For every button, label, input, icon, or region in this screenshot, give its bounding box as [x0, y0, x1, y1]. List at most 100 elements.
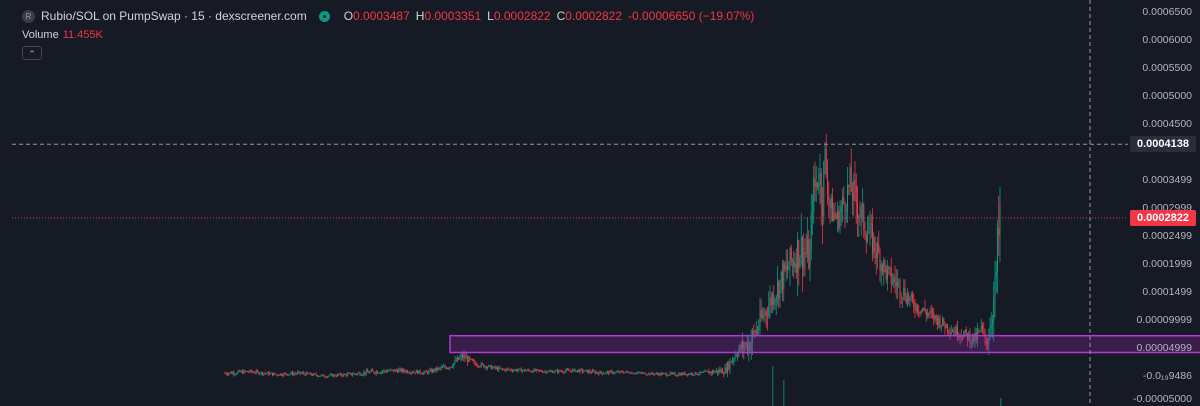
candle-body [604, 373, 606, 375]
candle-body [927, 313, 928, 316]
candle-body [617, 371, 618, 373]
candle-body [634, 373, 636, 375]
candle-body [964, 329, 966, 334]
candle-body [820, 173, 822, 203]
symbol-badge[interactable]: R [22, 9, 35, 23]
candle-body [345, 374, 347, 376]
candle-body [853, 179, 855, 201]
candle-body [784, 263, 786, 270]
candle-body [339, 373, 341, 375]
candle-body [673, 372, 675, 374]
candle-body [437, 368, 438, 371]
candle-body [763, 314, 765, 317]
candle-body [697, 374, 698, 376]
candle-body [819, 173, 821, 186]
candle-body [968, 333, 970, 341]
candle-body [740, 344, 742, 350]
candle-body [969, 333, 971, 344]
candle-body [863, 204, 865, 230]
candle-body [790, 247, 792, 262]
candle-body [928, 313, 930, 315]
candle-body [365, 370, 367, 374]
candle-body [824, 149, 826, 162]
candle-body [443, 366, 445, 368]
candle-body [498, 367, 500, 371]
candle-body [893, 277, 895, 283]
candle-body [835, 215, 837, 219]
candle-body [754, 331, 756, 335]
candle-body [652, 372, 653, 374]
candle-body [890, 267, 892, 284]
candle-body [543, 371, 545, 373]
candle-body [937, 318, 938, 325]
candle-body [639, 372, 641, 374]
candle-body [668, 374, 670, 376]
candle-body [378, 372, 380, 374]
candle-body [729, 361, 731, 370]
candle-body [287, 374, 288, 376]
candle-body [579, 369, 581, 373]
candle-body [922, 309, 923, 311]
candle-body [277, 374, 278, 376]
candle-body [918, 311, 920, 313]
candle-body [384, 370, 386, 372]
candle-body [553, 372, 555, 374]
candle-body [545, 371, 547, 373]
candle-body [245, 371, 247, 373]
candle-body [850, 167, 852, 192]
candle-body [597, 372, 598, 374]
candle-body [453, 362, 455, 367]
candle-body [735, 355, 737, 357]
candle-body [372, 370, 373, 372]
candle-body [515, 369, 517, 372]
candle-body [828, 194, 830, 201]
candle-body [530, 371, 532, 373]
candle-body [470, 359, 472, 361]
candle-body [612, 371, 613, 374]
candle-body [725, 367, 727, 373]
candle-body [812, 211, 813, 214]
candle-body [832, 197, 833, 221]
price-axis[interactable]: 0.0006500 0.0006000 0.0005500 0.0005000 0.00… [1118, 0, 1200, 406]
candle-body [532, 371, 533, 373]
candle-body [338, 374, 340, 376]
candle-body [238, 370, 240, 372]
candle-body [755, 329, 757, 335]
candle-body [655, 373, 657, 375]
collapse-legend-button[interactable]: ⌃ [22, 46, 42, 60]
candle-body [463, 355, 465, 358]
price-axis-tick: 0.0002499 [1142, 230, 1192, 242]
candle-body [965, 329, 967, 334]
candle-body [239, 370, 241, 373]
candle-body [718, 369, 720, 373]
candle-body [417, 370, 418, 374]
candle-body [495, 367, 497, 369]
candle-body [389, 369, 391, 371]
candle-body [808, 239, 810, 269]
candle-body [447, 367, 448, 369]
candle-body [254, 372, 256, 374]
candle-body [549, 371, 551, 373]
candle-body [874, 236, 876, 253]
support-zone-rectangle[interactable] [449, 334, 1200, 354]
candle-body [358, 372, 360, 374]
candle-body [402, 369, 403, 372]
candle-body [647, 374, 648, 376]
candle-body [244, 370, 246, 372]
candle-body [833, 212, 835, 221]
candle-body [908, 294, 910, 301]
candle-body [404, 371, 406, 373]
candle-body [387, 371, 388, 373]
candle-body [225, 373, 227, 375]
candle-body [769, 297, 771, 306]
candle-body [508, 368, 510, 370]
candle-body [327, 376, 328, 378]
candle-body [299, 371, 301, 374]
candle-body [854, 179, 856, 187]
status-dot-icon[interactable] [318, 10, 330, 22]
candle-body [844, 202, 846, 213]
candle-body [462, 355, 463, 358]
candle-body [898, 280, 900, 282]
candle-body [727, 362, 728, 373]
